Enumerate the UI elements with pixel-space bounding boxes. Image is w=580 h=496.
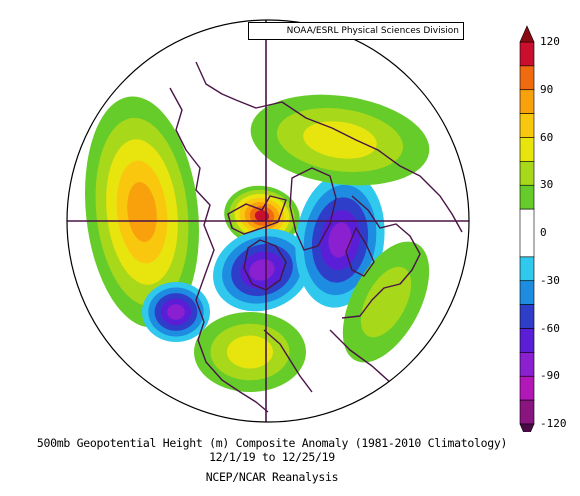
- colorbar-tick-label: 90: [540, 82, 554, 96]
- colorbar-bands: [519, 25, 535, 432]
- southern-us-ridge: [194, 312, 306, 392]
- colorbar-band: [519, 352, 535, 377]
- colorbar-band: [519, 256, 535, 282]
- asia-coast: [235, 99, 463, 233]
- colorbar-top-arrow: [519, 25, 535, 43]
- anomaly-contour: [303, 121, 377, 159]
- arctic-islands-coast: [227, 195, 287, 235]
- greenland-coast: [289, 167, 337, 251]
- colorbar-band: [519, 137, 535, 162]
- caption-title: 500mb Geopotential Height (m) Composite …: [36, 436, 508, 450]
- colorbar-tick-label: -120: [540, 417, 567, 430]
- colorbar-band: [519, 375, 535, 401]
- colorbar-band: [519, 328, 535, 353]
- colorbar-tick-label: 0: [540, 226, 547, 239]
- colorbar-tick-label: 60: [540, 130, 554, 144]
- colorbar-band: [519, 399, 535, 425]
- anomaly-fields: [85, 94, 430, 392]
- colorbar-tick-label: -30: [540, 273, 560, 287]
- colorbar-band: [519, 304, 535, 329]
- colorbar-bottom-arrow: [519, 423, 535, 432]
- grid-lines: [67, 20, 469, 422]
- colorbar-tick-label: -60: [540, 321, 560, 335]
- east-asia-coast: [195, 61, 237, 101]
- north-pacific-ridge: [85, 96, 199, 328]
- central-america-coast: [263, 329, 313, 393]
- gulf-of-alaska-low: [142, 282, 210, 342]
- colorbar-tick-label: 120: [540, 35, 560, 48]
- colorbar-band: [519, 113, 535, 138]
- caption-dates: 12/1/19 to 12/25/19: [209, 450, 335, 464]
- anomaly-contour: [226, 335, 274, 369]
- map-border: [66, 19, 470, 423]
- colorbar-tick-label: 30: [540, 178, 554, 192]
- colorbar-tick-label: -90: [540, 369, 560, 383]
- scandinavia-coast: [345, 227, 375, 277]
- anomaly-contour: [167, 304, 185, 320]
- colorbar-band: [519, 65, 535, 91]
- eastern-canada-low: [213, 228, 311, 312]
- colorbar-band: [519, 161, 535, 186]
- colorbar-band: [519, 208, 535, 258]
- caption-source: NCEP/NCAR Reanalysis: [205, 470, 339, 484]
- credit-label: NOAA/ESRL Physical Sciences Division: [248, 22, 464, 40]
- anomaly-contour: [127, 182, 157, 242]
- anomaly-contour: [249, 259, 275, 281]
- north-america-coast: [169, 87, 269, 413]
- siberia-ridge: [250, 94, 430, 186]
- europe-coast: [341, 195, 421, 319]
- anomaly-map: [66, 19, 470, 423]
- north-atlantic-scandinavia-low: [295, 172, 385, 308]
- colorbar-band: [519, 89, 535, 114]
- colorbar-band: [519, 184, 535, 210]
- colorbar: [519, 25, 535, 432]
- map-disk: [67, 20, 469, 422]
- colorbar-band: [519, 280, 535, 305]
- colorbar-band: [519, 41, 535, 67]
- anomaly-contour: [328, 222, 352, 258]
